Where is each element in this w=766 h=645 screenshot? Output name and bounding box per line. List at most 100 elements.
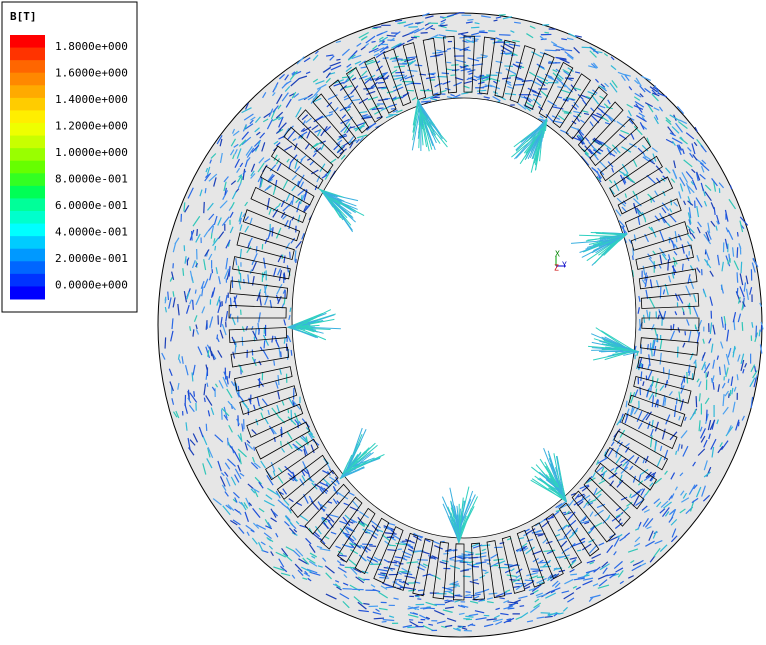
vector bbox=[342, 582, 349, 586]
vector bbox=[514, 21, 521, 24]
vector bbox=[674, 231, 678, 243]
vector bbox=[206, 166, 211, 175]
vector bbox=[294, 250, 297, 262]
vector bbox=[627, 548, 639, 553]
vector bbox=[358, 60, 366, 66]
vector bbox=[740, 359, 745, 372]
vector bbox=[685, 254, 690, 261]
vector bbox=[632, 190, 636, 196]
vector bbox=[728, 198, 737, 210]
vector bbox=[553, 511, 560, 516]
vector bbox=[272, 267, 277, 277]
vector bbox=[621, 146, 632, 153]
vector bbox=[653, 498, 661, 505]
vector bbox=[399, 74, 408, 82]
vector bbox=[225, 294, 228, 304]
vector bbox=[171, 398, 175, 405]
vector bbox=[727, 347, 732, 358]
vector bbox=[702, 494, 711, 502]
vector bbox=[698, 393, 701, 402]
vector bbox=[388, 544, 397, 547]
vector bbox=[311, 555, 316, 559]
vector bbox=[378, 591, 389, 599]
slot bbox=[635, 244, 694, 270]
vector bbox=[461, 627, 468, 631]
vector bbox=[572, 585, 577, 589]
vector bbox=[696, 378, 700, 383]
vector bbox=[257, 541, 264, 552]
vector bbox=[381, 87, 388, 90]
vector bbox=[422, 95, 434, 101]
vector bbox=[501, 49, 506, 53]
vector bbox=[292, 471, 296, 479]
spike bbox=[545, 479, 562, 492]
vector bbox=[231, 336, 236, 346]
vector bbox=[219, 476, 226, 487]
spike bbox=[530, 123, 545, 137]
vector bbox=[473, 595, 480, 600]
vector bbox=[211, 386, 216, 392]
slot bbox=[486, 540, 506, 599]
vector bbox=[615, 454, 623, 464]
vector bbox=[438, 34, 447, 37]
vector bbox=[269, 489, 280, 497]
vector bbox=[343, 502, 350, 506]
vector bbox=[276, 93, 283, 105]
vector bbox=[712, 381, 715, 390]
vector bbox=[387, 561, 398, 564]
vector bbox=[656, 456, 663, 467]
vector bbox=[704, 249, 710, 261]
vector bbox=[192, 299, 194, 310]
vector bbox=[325, 54, 334, 57]
vector bbox=[208, 213, 215, 221]
vector bbox=[244, 216, 249, 222]
vector bbox=[365, 88, 372, 91]
vector bbox=[297, 181, 300, 187]
vector bbox=[358, 554, 367, 562]
vector bbox=[203, 383, 207, 396]
vector bbox=[280, 429, 283, 438]
vector bbox=[187, 389, 190, 398]
vector bbox=[469, 580, 480, 585]
vector bbox=[336, 560, 342, 565]
vector bbox=[232, 130, 240, 137]
vector bbox=[689, 278, 695, 290]
vector bbox=[365, 35, 376, 44]
vector bbox=[287, 335, 292, 343]
vector bbox=[177, 354, 181, 360]
vector bbox=[554, 582, 561, 588]
vector bbox=[247, 274, 250, 284]
vector bbox=[278, 116, 284, 128]
vector bbox=[338, 133, 347, 138]
vector bbox=[628, 86, 633, 91]
vector bbox=[758, 329, 761, 337]
vector bbox=[228, 370, 231, 379]
vector bbox=[233, 295, 238, 303]
vector bbox=[654, 539, 663, 545]
vector bbox=[375, 50, 386, 59]
vector bbox=[700, 165, 705, 173]
vector bbox=[650, 197, 653, 203]
vector bbox=[320, 144, 325, 151]
vector bbox=[252, 522, 260, 529]
vector bbox=[744, 363, 748, 368]
vector bbox=[536, 576, 545, 579]
vector bbox=[389, 55, 399, 60]
vector bbox=[619, 580, 624, 585]
vector bbox=[630, 407, 635, 416]
vector bbox=[258, 360, 262, 366]
vector bbox=[518, 537, 525, 540]
vector bbox=[527, 87, 537, 93]
vector bbox=[507, 620, 512, 623]
vector bbox=[545, 592, 557, 599]
vector bbox=[310, 169, 319, 175]
vector bbox=[446, 586, 457, 590]
spike bbox=[300, 326, 318, 333]
vector bbox=[677, 233, 682, 241]
vector bbox=[185, 422, 188, 431]
vector bbox=[688, 370, 691, 376]
vector bbox=[260, 541, 266, 546]
vector bbox=[686, 225, 695, 234]
vector bbox=[230, 180, 237, 185]
